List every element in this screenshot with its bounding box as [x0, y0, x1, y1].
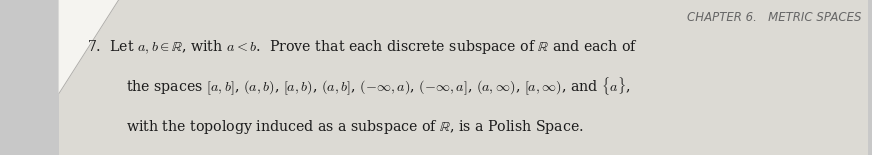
Text: 7.  Let $a, b \in \mathbb{R}$, with $a < b$.  Prove that each discrete subspace : 7. Let $a, b \in \mathbb{R}$, with $a < … — [87, 38, 638, 55]
Polygon shape — [59, 0, 119, 93]
Text: the spaces $[a, b]$, $(a, b)$, $[a, b)$, $(a, b]$, $(-\infty, a)$, $(-\infty, a]: the spaces $[a, b]$, $(a, b)$, $[a, b)$,… — [126, 76, 631, 98]
Text: with the topology induced as a subspace of $\mathbb{R}$, is a Polish Space.: with the topology induced as a subspace … — [126, 118, 584, 136]
Polygon shape — [59, 0, 119, 93]
FancyBboxPatch shape — [59, 0, 868, 155]
Text: CHAPTER 6.   METRIC SPACES: CHAPTER 6. METRIC SPACES — [687, 11, 862, 24]
